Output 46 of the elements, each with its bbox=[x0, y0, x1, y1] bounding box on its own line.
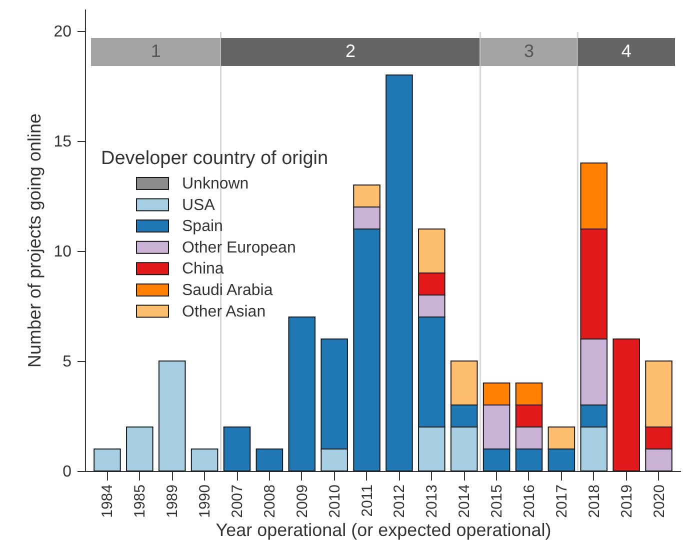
x-tick-label: 2015 bbox=[488, 484, 506, 518]
bar bbox=[190, 448, 218, 472]
bar bbox=[256, 448, 284, 472]
bar bbox=[288, 316, 316, 472]
legend-label: Other European bbox=[182, 239, 296, 256]
legend-label: Unknown bbox=[182, 175, 249, 192]
y-tick-label: 0 bbox=[62, 464, 72, 480]
x-tick-label: 2012 bbox=[391, 484, 408, 518]
x-tick-label: 2018 bbox=[586, 484, 603, 518]
x-tick-label: 2007 bbox=[229, 484, 246, 518]
x-tick-label: 2014 bbox=[456, 484, 474, 518]
legend-label: Spain bbox=[182, 218, 223, 236]
legend-label: China bbox=[182, 260, 224, 278]
y-axis-title: Number of projects going online bbox=[24, 113, 45, 368]
x-tick-label: 2017 bbox=[553, 484, 570, 518]
bar bbox=[223, 426, 251, 472]
x-tick-label: 2019 bbox=[618, 484, 636, 518]
x-tick-label: 1989 bbox=[164, 484, 182, 518]
y-tick-label: 5 bbox=[62, 354, 72, 370]
band-label: 2 bbox=[346, 41, 356, 61]
x-tick-label: 1985 bbox=[132, 484, 149, 518]
legend-label: Saudi Arabia bbox=[182, 282, 273, 299]
x-tick-label: 2013 bbox=[424, 484, 441, 518]
legend-label: USA bbox=[182, 196, 216, 214]
x-axis-title: Year operational (or expected operational) bbox=[216, 520, 552, 540]
x-tick-label: 2009 bbox=[294, 484, 311, 518]
bar bbox=[158, 360, 186, 472]
x-tick-label: 1984 bbox=[99, 484, 116, 518]
legend-label: Other Asian bbox=[182, 303, 266, 320]
y-tick-label: 20 bbox=[54, 24, 72, 40]
y-tick-label: 10 bbox=[54, 244, 72, 260]
y-tick-label: 15 bbox=[54, 134, 72, 150]
x-tick-label: 2008 bbox=[261, 484, 278, 518]
bar bbox=[94, 448, 121, 472]
band-label: 1 bbox=[150, 41, 161, 61]
bar bbox=[386, 74, 413, 472]
band-label: 4 bbox=[621, 41, 632, 61]
bar bbox=[126, 426, 154, 472]
bar bbox=[612, 338, 640, 472]
x-tick-label: 2011 bbox=[358, 484, 376, 517]
x-tick-label: 2010 bbox=[326, 484, 344, 518]
x-tick-label: 2016 bbox=[521, 484, 538, 518]
x-tick-label: 1990 bbox=[196, 484, 214, 518]
x-tick-label: 2020 bbox=[650, 484, 668, 518]
band-label: 3 bbox=[524, 41, 534, 61]
legend-title: Developer country of origin bbox=[101, 148, 328, 169]
